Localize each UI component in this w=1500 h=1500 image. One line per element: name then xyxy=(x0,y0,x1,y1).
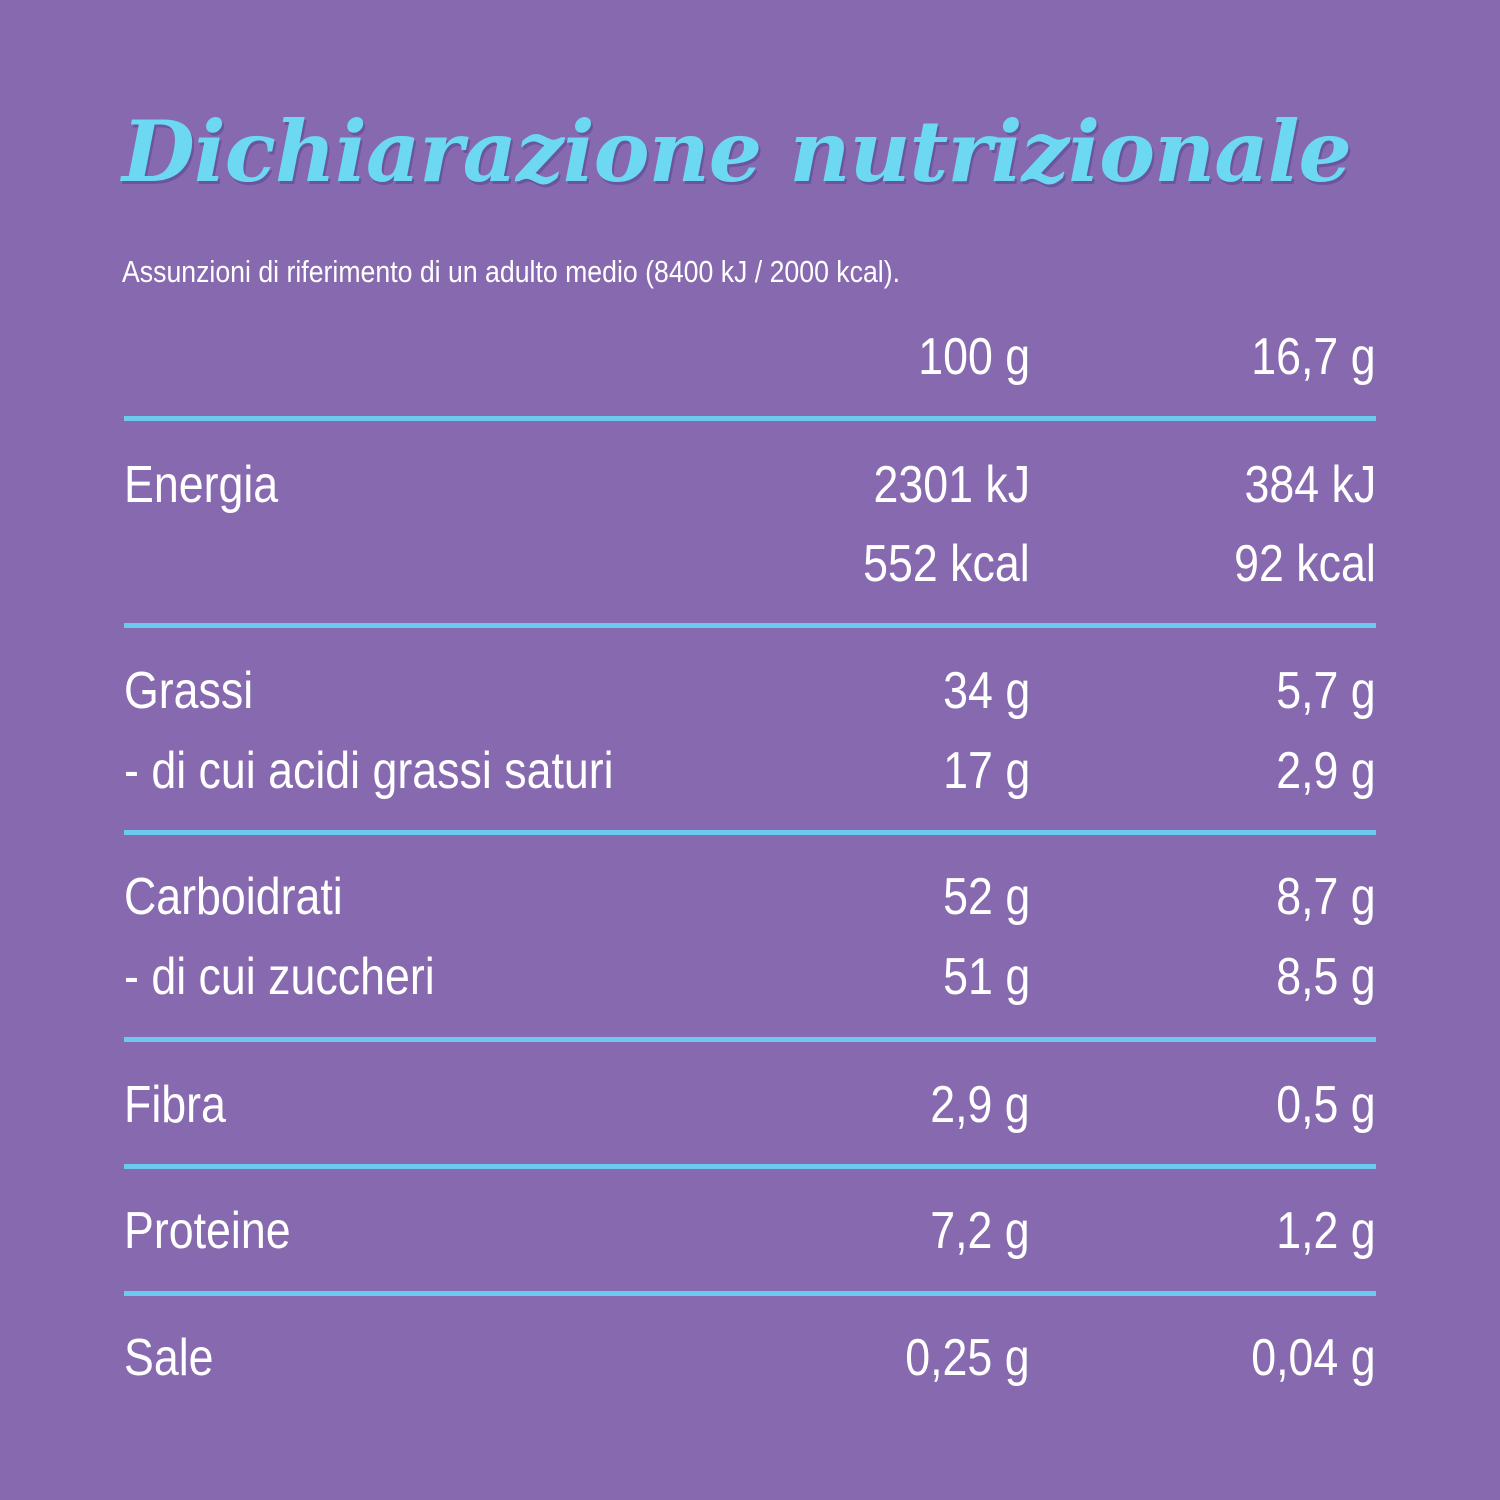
divider xyxy=(124,416,1376,421)
page-title: Dichiarazione nutrizionale xyxy=(122,102,1352,201)
nutrient-label: - di cui acidi grassi saturi xyxy=(124,742,614,800)
nutrient-row-fat: Grassi 34 g 5,7 g xyxy=(124,652,1376,730)
nutrient-label: - di cui zuccheri xyxy=(124,948,435,1006)
value-per-100g: 52 g xyxy=(942,868,1030,926)
value-per-100g: 0,25 g xyxy=(905,1329,1030,1387)
column-header-per-portion: 16,7 g xyxy=(1251,328,1376,386)
value-per-100g: 2,9 g xyxy=(930,1076,1030,1134)
nutrient-row-saturated-fat: - di cui acidi grassi saturi 17 g 2,9 g xyxy=(124,732,1376,810)
value-per-100g: 34 g xyxy=(942,662,1030,720)
nutrient-row-energy-kj: Energia 2301 kJ 384 kJ xyxy=(124,446,1376,524)
value-per-portion: 8,7 g xyxy=(1276,868,1376,926)
nutrient-row-protein: Proteine 7,2 g 1,2 g xyxy=(124,1192,1376,1270)
value-per-portion: 2,9 g xyxy=(1276,742,1376,800)
value-per-portion: 384 kJ xyxy=(1244,456,1376,514)
value-per-100g: 2301 kJ xyxy=(873,456,1030,514)
value-per-100g: 552 kcal xyxy=(863,535,1030,593)
value-per-portion: 0,5 g xyxy=(1276,1076,1376,1134)
nutrient-label: Sale xyxy=(124,1329,214,1387)
nutrient-row-energy-kcal: 552 kcal 92 kcal xyxy=(124,525,1376,603)
nutrient-label: Energia xyxy=(124,456,279,514)
nutrient-label: Fibra xyxy=(124,1076,226,1134)
nutrient-row-sugars: - di cui zuccheri 51 g 8,5 g xyxy=(124,938,1376,1016)
nutrient-label: Carboidrati xyxy=(124,868,343,926)
value-per-portion: 1,2 g xyxy=(1276,1202,1376,1260)
value-per-portion: 8,5 g xyxy=(1276,948,1376,1006)
value-per-portion: 0,04 g xyxy=(1251,1329,1376,1387)
divider xyxy=(124,1164,1376,1169)
column-header-row: 100 g 16,7 g xyxy=(124,318,1376,396)
nutrient-row-carbohydrates: Carboidrati 52 g 8,7 g xyxy=(124,858,1376,936)
nutrient-row-salt: Sale 0,25 g 0,04 g xyxy=(124,1319,1376,1397)
divider xyxy=(124,830,1376,835)
divider xyxy=(124,1037,1376,1042)
nutrient-row-fiber: Fibra 2,9 g 0,5 g xyxy=(124,1066,1376,1144)
reference-intake-note: Assunzioni di riferimento di un adulto m… xyxy=(122,254,901,289)
value-per-100g: 51 g xyxy=(942,948,1030,1006)
divider xyxy=(124,623,1376,628)
column-header-per-100g: 100 g xyxy=(918,328,1030,386)
nutrient-label: Proteine xyxy=(124,1202,291,1260)
value-per-100g: 7,2 g xyxy=(930,1202,1030,1260)
value-per-100g: 17 g xyxy=(942,742,1030,800)
value-per-portion: 92 kcal xyxy=(1234,535,1376,593)
value-per-portion: 5,7 g xyxy=(1276,662,1376,720)
divider xyxy=(124,1291,1376,1296)
nutrient-label: Grassi xyxy=(124,662,254,720)
